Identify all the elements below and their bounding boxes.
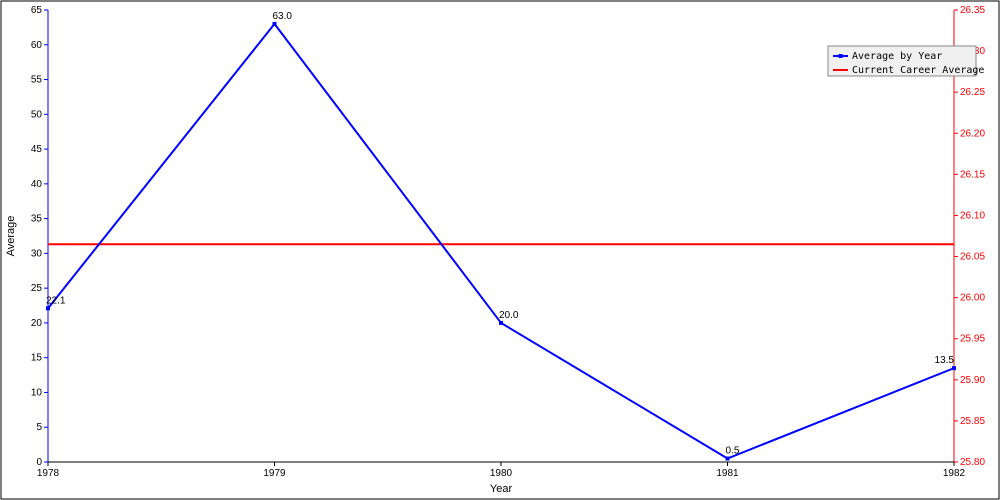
y-right-tick: 26.15 bbox=[960, 169, 985, 180]
y-left-tick: 40 bbox=[31, 179, 43, 190]
y-left-tick: 50 bbox=[31, 109, 43, 120]
y-right-tick: 26.35 bbox=[960, 5, 985, 16]
y-left-tick: 35 bbox=[31, 214, 43, 225]
data-marker bbox=[952, 366, 956, 370]
y-left-tick: 25 bbox=[31, 283, 43, 294]
y-left-tick: 60 bbox=[31, 40, 43, 51]
y-right-tick: 25.80 bbox=[960, 457, 985, 468]
y-left-tick: 45 bbox=[31, 144, 43, 155]
y-right-tick: 26.05 bbox=[960, 252, 985, 263]
y-right-tick: 26.00 bbox=[960, 293, 985, 304]
legend-label: Current Career Average bbox=[852, 65, 984, 76]
y-left-tick: 55 bbox=[31, 75, 43, 86]
data-label: 63.0 bbox=[273, 11, 293, 22]
x-tick: 1982 bbox=[943, 468, 966, 479]
y-left-tick: 5 bbox=[36, 422, 42, 433]
y-left-tick: 20 bbox=[31, 318, 43, 329]
x-tick: 1979 bbox=[263, 468, 286, 479]
y-right-tick: 25.85 bbox=[960, 416, 985, 427]
x-tick: 1978 bbox=[37, 468, 60, 479]
data-label: 13.5 bbox=[935, 355, 955, 366]
data-label: 20.0 bbox=[499, 310, 519, 321]
data-marker bbox=[726, 457, 730, 461]
y-left-tick: 30 bbox=[31, 248, 43, 259]
data-label: 0.5 bbox=[726, 446, 740, 457]
y-left-label: Average bbox=[5, 216, 17, 257]
y-right-tick: 26.10 bbox=[960, 210, 985, 221]
chart-svg: 0 5 10 15 20 25 30 35 40 45 50 55 60 65 Average 25.80 25… bbox=[0, 0, 1000, 500]
x-tick: 1980 bbox=[490, 468, 513, 479]
legend-marker bbox=[839, 54, 843, 58]
average-by-year-line bbox=[48, 24, 954, 459]
chart-container: 0 5 10 15 20 25 30 35 40 45 50 55 60 65 Average 25.80 25… bbox=[0, 0, 1000, 500]
legend-label: Average by Year bbox=[852, 51, 942, 62]
data-marker bbox=[499, 321, 503, 325]
x-label: Year bbox=[490, 483, 513, 495]
x-tick: 1981 bbox=[716, 468, 739, 479]
y-left-tick: 0 bbox=[36, 457, 42, 468]
y-left-tick: 65 bbox=[31, 5, 43, 16]
data-label: 22.1 bbox=[46, 295, 66, 306]
data-marker bbox=[46, 306, 50, 310]
y-left-tick: 15 bbox=[31, 353, 43, 364]
y-left-tick: 10 bbox=[31, 387, 43, 398]
y-right-tick: 25.90 bbox=[960, 375, 985, 386]
y-right-tick: 25.95 bbox=[960, 334, 985, 345]
data-marker bbox=[273, 22, 277, 26]
y-right-tick: 26.25 bbox=[960, 87, 985, 98]
y-right-tick: 26.20 bbox=[960, 128, 985, 139]
